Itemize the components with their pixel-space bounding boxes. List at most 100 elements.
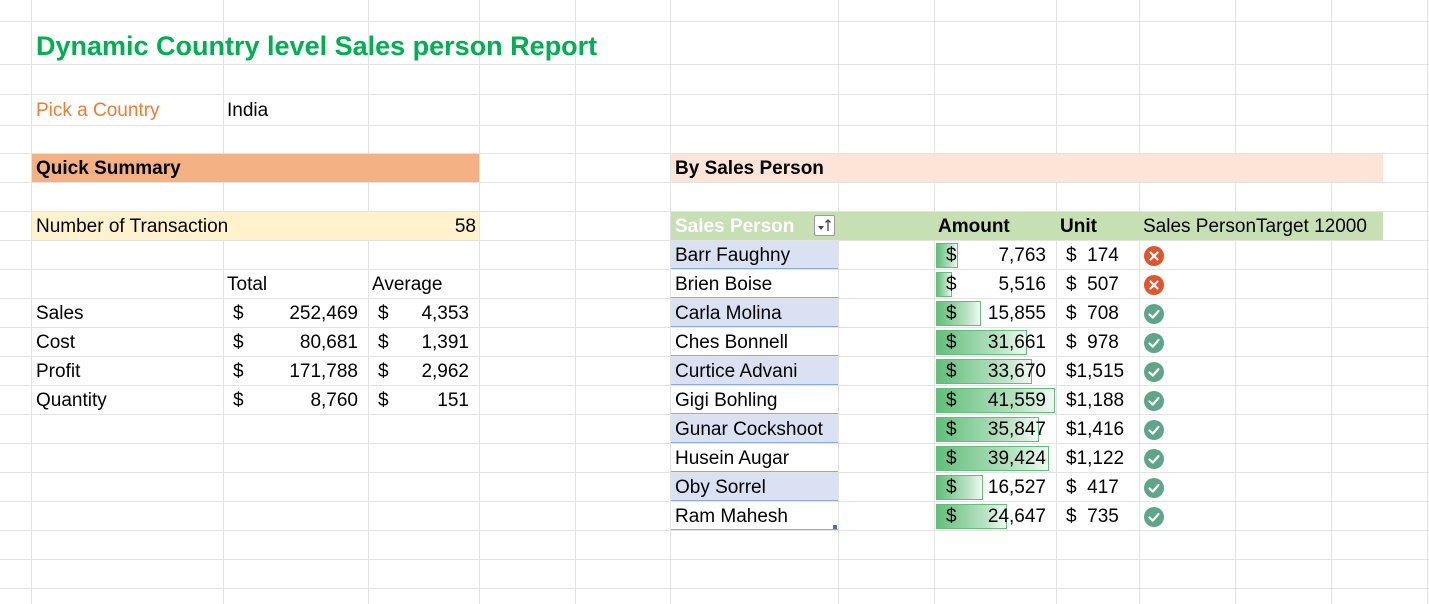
cross-circle-icon xyxy=(1144,275,1164,295)
table-row-band xyxy=(671,502,838,530)
col-sales-person-header: Sales Person xyxy=(675,216,795,237)
amount-value: 24,647 xyxy=(987,506,1046,527)
unit-value: $ 174 xyxy=(1066,245,1119,266)
amount-data-bar xyxy=(936,446,1049,471)
sales-person-name[interactable]: Gigi Bohling xyxy=(675,390,778,411)
check-circle-icon xyxy=(1144,333,1164,353)
amount-currency: $ xyxy=(946,361,957,382)
amount-currency: $ xyxy=(946,303,957,324)
filter-sort-ascending-icon xyxy=(818,219,831,231)
table-row-band xyxy=(671,473,838,501)
unit-value: $ 978 xyxy=(1066,332,1119,353)
pick-country-label: Pick a Country xyxy=(36,100,160,121)
amount-data-bar xyxy=(936,301,981,326)
amount-value: 7,763 xyxy=(998,245,1046,266)
amount-value: 35,847 xyxy=(987,419,1046,440)
unit-value: $1,515 xyxy=(1066,361,1125,382)
transactions-label: Number of Transaction xyxy=(36,216,229,237)
summary-average-currency: $ xyxy=(378,361,389,382)
col-amount-header: Amount xyxy=(938,216,1010,237)
quick-summary-header: Quick Summary xyxy=(36,158,181,179)
filter-sort-button[interactable] xyxy=(814,215,835,236)
amount-value: 16,527 xyxy=(987,477,1046,498)
amount-value: 31,661 xyxy=(987,332,1046,353)
col-unit-header: Unit xyxy=(1060,216,1097,237)
summary-row-label: Sales xyxy=(36,303,84,324)
table-resize-handle[interactable] xyxy=(833,525,837,529)
unit-value: $ 417 xyxy=(1066,477,1119,498)
col-total-header: Total xyxy=(227,274,268,295)
summary-total-currency: $ xyxy=(233,361,244,382)
amount-data-bar xyxy=(936,504,1007,529)
amount-currency: $ xyxy=(946,390,957,411)
table-row-band xyxy=(671,270,838,298)
summary-average-currency: $ xyxy=(378,303,389,324)
sales-person-name[interactable]: Carla Molina xyxy=(675,303,782,324)
summary-total-value: 8,760 xyxy=(310,390,358,411)
summary-average-currency: $ xyxy=(378,332,389,353)
summary-total-value: 252,469 xyxy=(289,303,358,324)
report-title: Dynamic Country level Sales person Repor… xyxy=(36,31,598,61)
country-select-cell[interactable]: India xyxy=(227,100,269,121)
summary-average-value: 4,353 xyxy=(421,303,469,324)
by-sales-person-header: By Sales Person xyxy=(675,158,824,179)
table-row-band xyxy=(671,444,838,472)
col-target-header: Sales PersonTarget 12000 xyxy=(1143,216,1367,237)
amount-value: 39,424 xyxy=(987,448,1046,469)
summary-total-currency: $ xyxy=(233,332,244,353)
amount-data-bar xyxy=(936,388,1055,413)
amount-data-bar xyxy=(936,475,983,500)
check-circle-icon xyxy=(1144,304,1164,324)
amount-currency: $ xyxy=(946,448,957,469)
check-circle-icon xyxy=(1144,420,1164,440)
check-circle-icon xyxy=(1144,449,1164,469)
amount-currency: $ xyxy=(946,332,957,353)
amount-value: 33,670 xyxy=(987,361,1046,382)
amount-value: 41,559 xyxy=(987,390,1046,411)
sales-person-name[interactable]: Ches Bonnell xyxy=(675,332,789,353)
unit-value: $ 708 xyxy=(1066,303,1119,324)
amount-currency: $ xyxy=(946,419,957,440)
transactions-fill xyxy=(32,212,479,240)
sales-person-name[interactable]: Husein Augar xyxy=(675,448,790,469)
table-header-fill xyxy=(671,212,1383,240)
table-row-band xyxy=(671,357,838,385)
summary-total-value: 80,681 xyxy=(299,332,358,353)
table-row-band xyxy=(671,299,838,327)
table-row-band xyxy=(671,241,838,269)
check-circle-icon xyxy=(1144,478,1164,498)
transactions-value: 58 xyxy=(454,216,476,237)
amount-currency: $ xyxy=(946,506,957,527)
sales-person-name[interactable]: Barr Faughny xyxy=(675,245,791,266)
sales-person-name[interactable]: Gunar Cockshoot xyxy=(675,419,823,440)
cross-circle-icon xyxy=(1144,246,1164,266)
summary-average-currency: $ xyxy=(378,390,389,411)
amount-value: 15,855 xyxy=(987,303,1046,324)
sales-person-name[interactable]: Ram Mahesh xyxy=(675,506,788,527)
amount-value: 5,516 xyxy=(998,274,1046,295)
summary-row-label: Profit xyxy=(36,361,81,382)
check-circle-icon xyxy=(1144,362,1164,382)
check-circle-icon xyxy=(1144,507,1164,527)
summary-header-fill xyxy=(32,154,479,182)
amount-data-bar xyxy=(936,417,1039,442)
amount-data-bar xyxy=(936,243,958,268)
unit-value: $1,416 xyxy=(1066,419,1125,440)
amount-currency: $ xyxy=(946,274,957,295)
unit-value: $1,122 xyxy=(1066,448,1125,469)
sales-person-name[interactable]: Curtice Advani xyxy=(675,361,798,382)
table-row-band xyxy=(671,328,838,356)
summary-row-label: Quantity xyxy=(36,390,107,411)
sales-person-name[interactable]: Brien Boise xyxy=(675,274,773,295)
amount-data-bar xyxy=(936,359,1032,384)
table-row-band xyxy=(671,386,838,414)
sales-person-name[interactable]: Oby Sorrel xyxy=(675,477,766,498)
person-header-fill xyxy=(671,154,1383,182)
summary-total-value: 171,788 xyxy=(289,361,358,382)
amount-currency: $ xyxy=(946,477,957,498)
amount-currency: $ xyxy=(946,245,957,266)
unit-value: $ 735 xyxy=(1066,506,1119,527)
summary-total-currency: $ xyxy=(233,303,244,324)
amount-data-bar xyxy=(936,330,1027,355)
